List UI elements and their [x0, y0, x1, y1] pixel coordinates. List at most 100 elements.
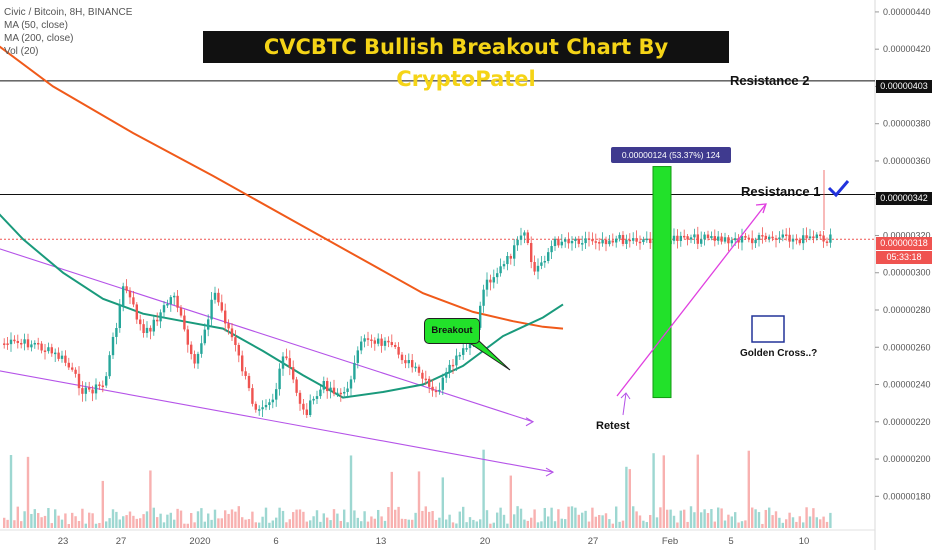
volume-bar: [635, 511, 638, 528]
volume-bar: [84, 523, 87, 528]
candle-body: [122, 286, 125, 306]
candle-body: [190, 344, 193, 355]
candle: [428, 376, 431, 394]
candle: [774, 235, 778, 248]
candle-body: [237, 344, 240, 356]
candle: [349, 375, 353, 397]
candle-body: [339, 392, 342, 395]
volume-bar: [489, 523, 492, 528]
volume-bar: [244, 519, 247, 528]
candle-body: [264, 404, 268, 408]
candle-body: [94, 384, 98, 394]
volume-bar: [706, 513, 710, 528]
volume-bar: [210, 519, 213, 528]
candle-body: [302, 403, 305, 410]
candle: [771, 231, 774, 242]
y-tick-label: 0.00000260: [883, 342, 931, 352]
candle-body: [414, 366, 417, 369]
volume-bar: [628, 469, 631, 528]
checkmark-icon: [827, 180, 850, 198]
volume-bar: [360, 521, 363, 528]
candle: [217, 288, 220, 306]
volume-bar: [186, 523, 189, 528]
candle: [414, 362, 417, 372]
candle-body: [366, 338, 370, 340]
y-tick-label: 0.00000380: [883, 119, 931, 129]
candle: [703, 231, 706, 246]
volume-bar: [720, 508, 723, 528]
candle: [230, 323, 234, 341]
candle: [169, 295, 172, 312]
volume-bar: [618, 521, 621, 528]
volume-bars: [3, 449, 832, 528]
volume-bar: [81, 508, 84, 528]
volume-bar: [808, 516, 812, 528]
candle-body: [217, 292, 220, 303]
candle-body: [451, 364, 455, 367]
resistance-1-label: Resistance 1: [741, 184, 821, 199]
volume-bar: [526, 520, 529, 528]
legend-symbol[interactable]: Civic / Bitcoin, 8H, BINANCE: [4, 7, 133, 18]
candle: [315, 390, 319, 405]
legend-ma200[interactable]: MA (200, close): [4, 33, 74, 44]
candle-body: [312, 398, 315, 401]
candle: [720, 232, 723, 245]
candle-body: [241, 355, 244, 372]
candle: [815, 232, 818, 241]
candle-body: [635, 238, 638, 242]
candle-body: [9, 339, 13, 345]
candle: [747, 234, 750, 243]
candle-body: [278, 368, 281, 390]
volume-bar: [193, 522, 196, 528]
volume-bar: [156, 517, 159, 528]
candle: [717, 231, 720, 245]
volume-bar: [798, 516, 801, 528]
volume-bar: [149, 470, 152, 528]
candle: [635, 230, 638, 246]
retest-label: Retest: [596, 420, 630, 432]
volume-bar: [645, 522, 648, 528]
candle-body: [672, 235, 676, 241]
breakout-bubble-tail: [467, 339, 511, 371]
candle: [455, 348, 458, 372]
candle-body: [33, 342, 36, 345]
candle: [241, 350, 244, 376]
legend-vol[interactable]: Vol (20): [4, 46, 39, 57]
candle-body: [193, 354, 196, 364]
candle-body: [203, 329, 206, 344]
candle-body: [23, 339, 26, 344]
candle-body: [417, 366, 421, 373]
volume-bar: [431, 510, 434, 528]
volume-bar: [543, 507, 546, 528]
x-tick-label: 13: [376, 536, 387, 547]
candle-body: [224, 310, 227, 324]
volume-bar: [383, 520, 387, 528]
candle: [812, 230, 815, 244]
candle-body: [98, 384, 101, 386]
volume-bar: [400, 518, 404, 528]
volume-bar: [349, 455, 353, 528]
x-tick-label: 2020: [189, 536, 210, 547]
candle-body: [390, 342, 393, 346]
candle: [778, 231, 781, 244]
volume-bar: [496, 512, 499, 528]
volume-bar: [74, 516, 77, 528]
volume-bar: [183, 523, 186, 528]
volume-bar: [672, 515, 676, 528]
volume-bar: [734, 512, 737, 528]
candle: [819, 230, 822, 240]
candle-body: [336, 392, 339, 395]
grid: [0, 0, 876, 550]
legend-ma50[interactable]: MA (50, close): [4, 20, 68, 31]
volume-bar: [737, 522, 740, 528]
volume-bar: [203, 521, 206, 528]
y-tick-label: 0.00000420: [883, 44, 931, 54]
candle-body: [608, 240, 611, 245]
candle: [77, 366, 81, 396]
candle: [40, 341, 43, 354]
volume-bar: [642, 520, 645, 528]
volume-bar: [268, 522, 271, 528]
candle: [281, 352, 285, 376]
candle: [638, 235, 642, 250]
